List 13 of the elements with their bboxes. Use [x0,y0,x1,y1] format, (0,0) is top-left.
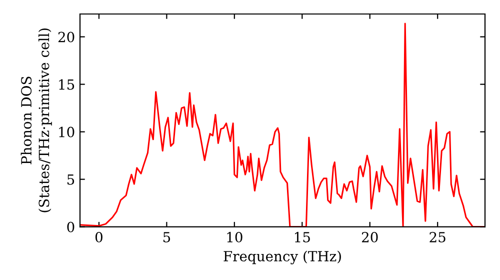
y-tick-label: 10 [59,126,74,138]
x-tick-label: 25 [430,232,446,242]
x-tick-label: 5 [163,232,170,242]
x-tick-label: 15 [295,232,310,242]
x-tick-label: 10 [227,232,242,242]
x-axis-title: Frequency (THz) [224,250,341,264]
x-tick-label: 20 [362,232,378,242]
y-tick-label: 20 [58,32,74,42]
y-axis-title: Phonon DOS (States/THz·primitive cell) [20,28,52,212]
x-tick-label: 0 [95,232,102,242]
y-tick-label: 15 [59,79,74,90]
y-tick-label: 5 [67,174,74,185]
y-tick-label: 0 [67,222,74,232]
